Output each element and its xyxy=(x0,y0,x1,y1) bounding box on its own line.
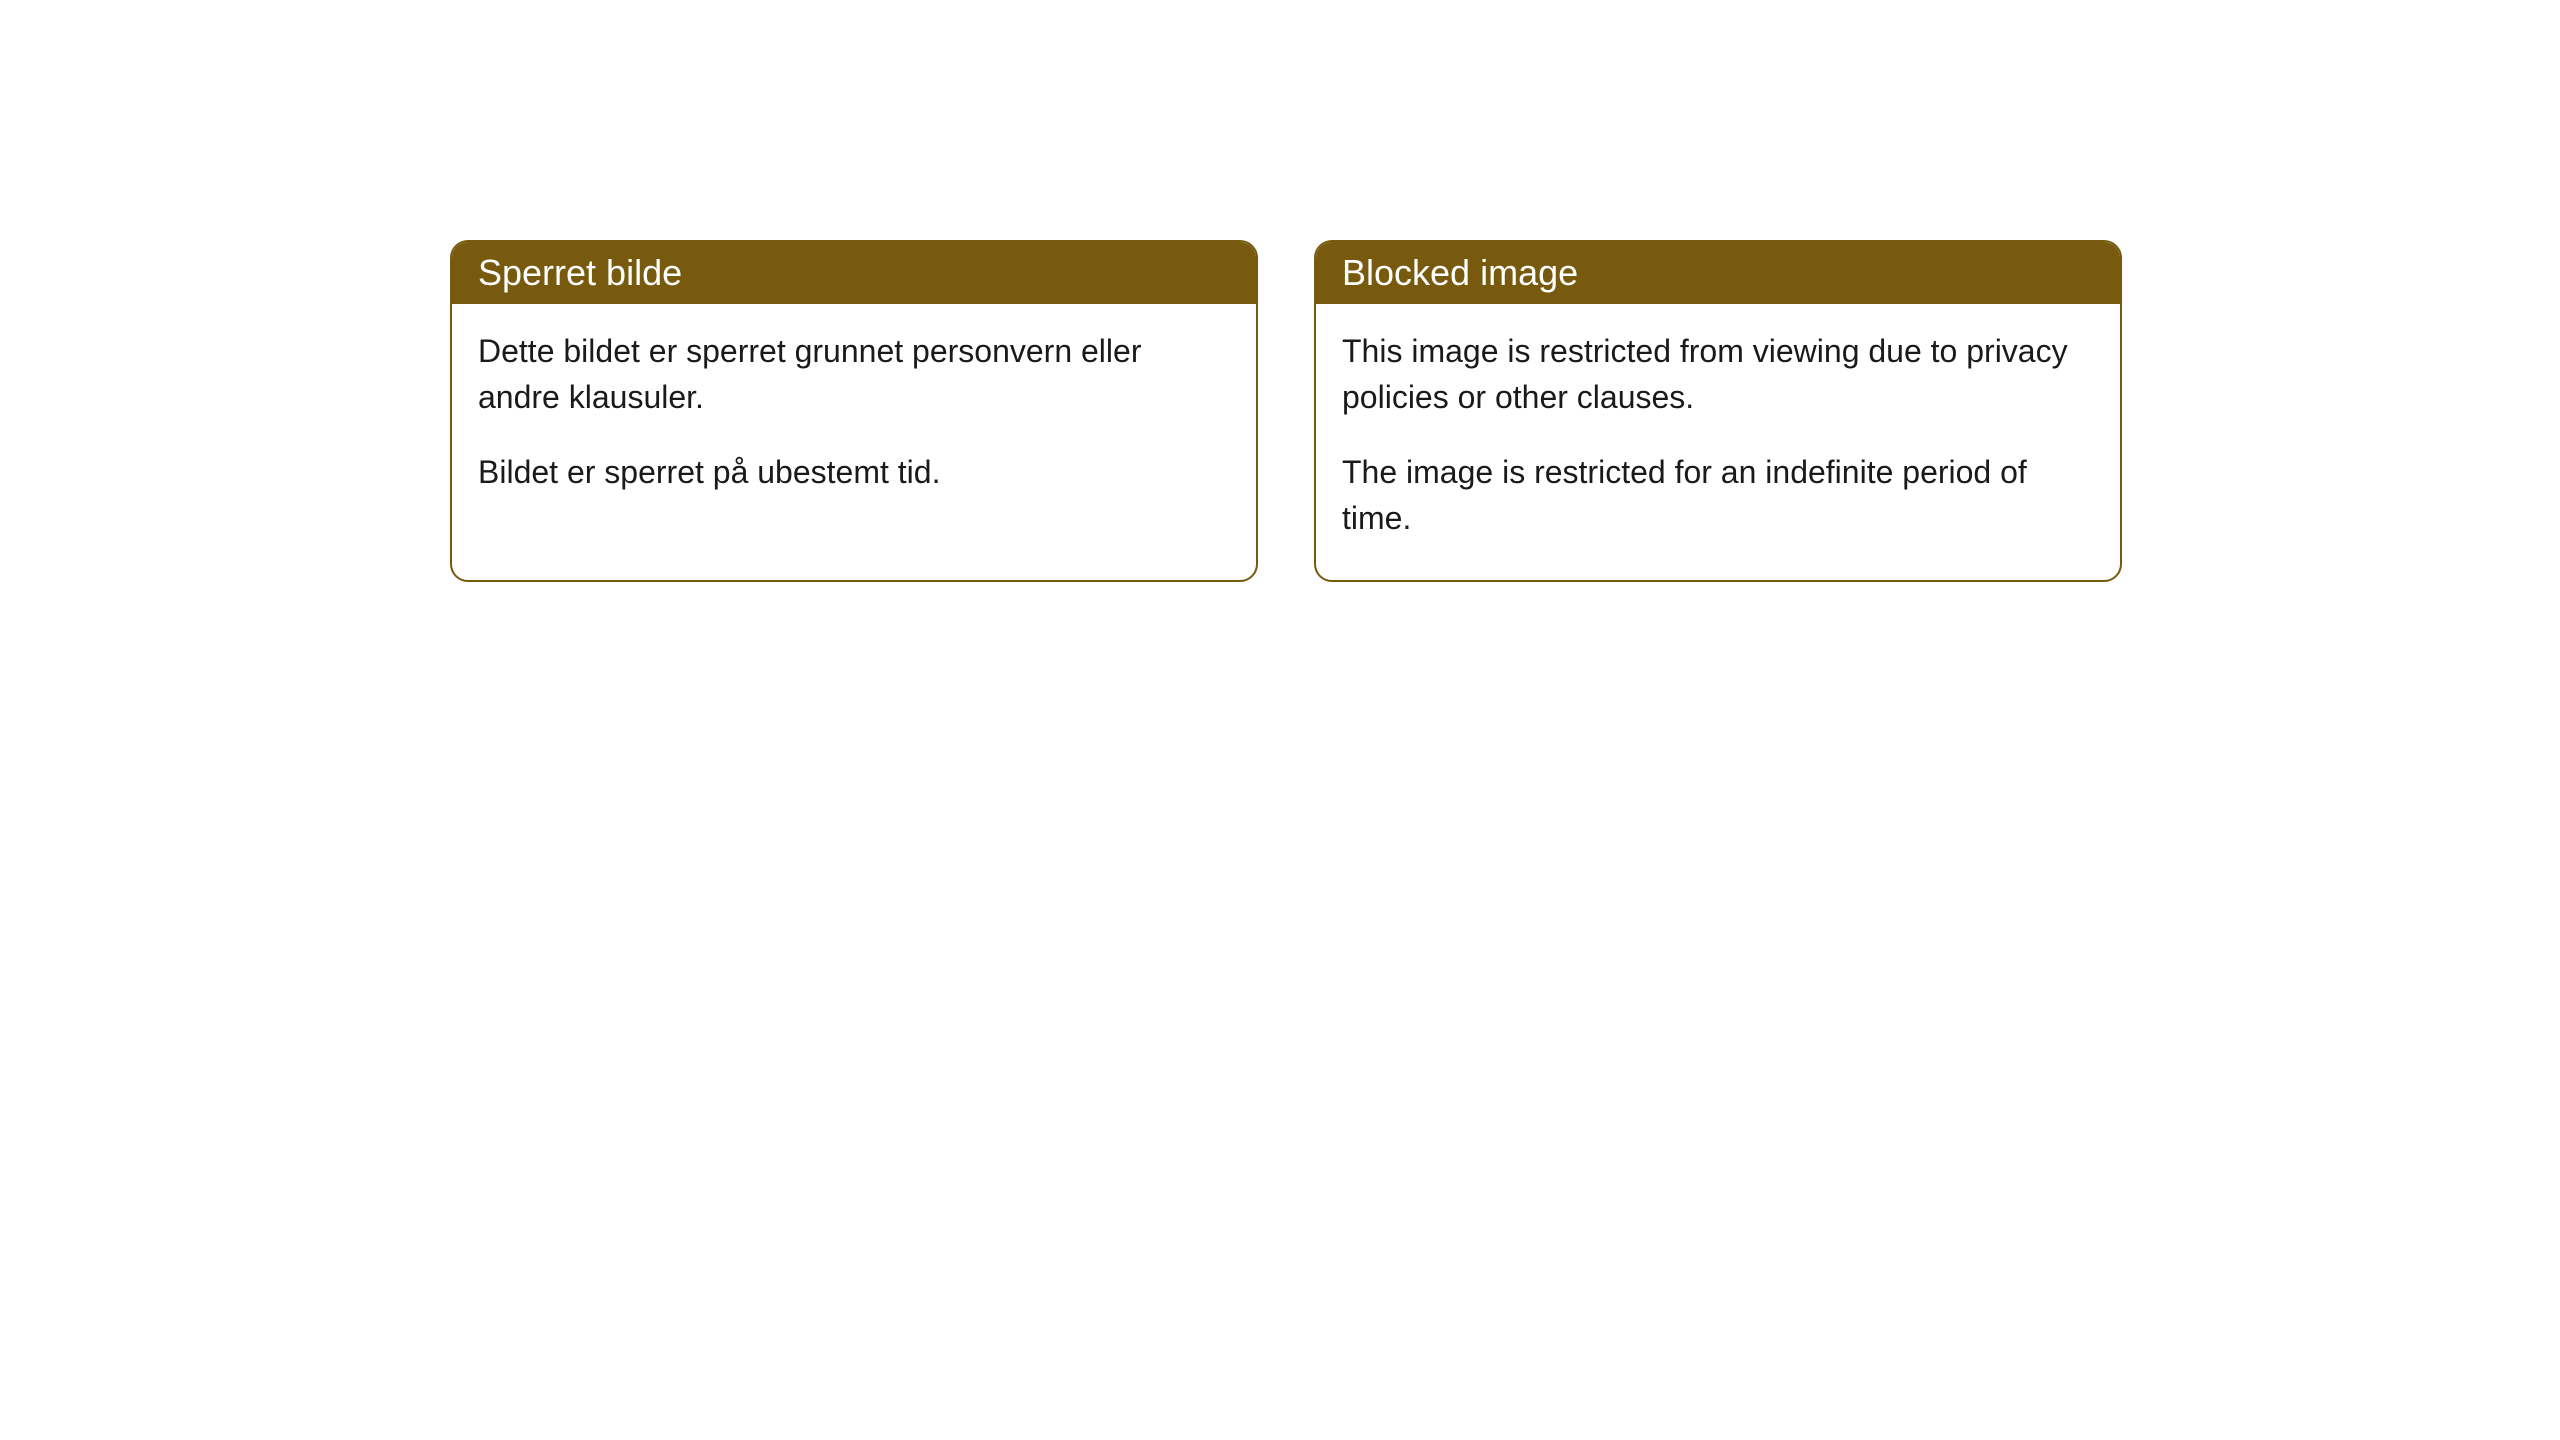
notice-body: This image is restricted from viewing du… xyxy=(1316,304,2120,580)
notice-paragraph-2: The image is restricted for an indefinit… xyxy=(1342,449,2094,542)
notice-paragraph-2: Bildet er sperret på ubestemt tid. xyxy=(478,449,1230,495)
notice-paragraph-1: This image is restricted from viewing du… xyxy=(1342,328,2094,421)
notice-paragraph-1: Dette bildet er sperret grunnet personve… xyxy=(478,328,1230,421)
notice-card-english: Blocked image This image is restricted f… xyxy=(1314,240,2122,582)
notice-header: Sperret bilde xyxy=(452,242,1256,304)
notice-card-norwegian: Sperret bilde Dette bildet er sperret gr… xyxy=(450,240,1258,582)
notice-header: Blocked image xyxy=(1316,242,2120,304)
notice-title: Blocked image xyxy=(1342,252,1578,293)
notice-title: Sperret bilde xyxy=(478,252,682,293)
notice-container: Sperret bilde Dette bildet er sperret gr… xyxy=(0,0,2560,582)
notice-body: Dette bildet er sperret grunnet personve… xyxy=(452,304,1256,533)
